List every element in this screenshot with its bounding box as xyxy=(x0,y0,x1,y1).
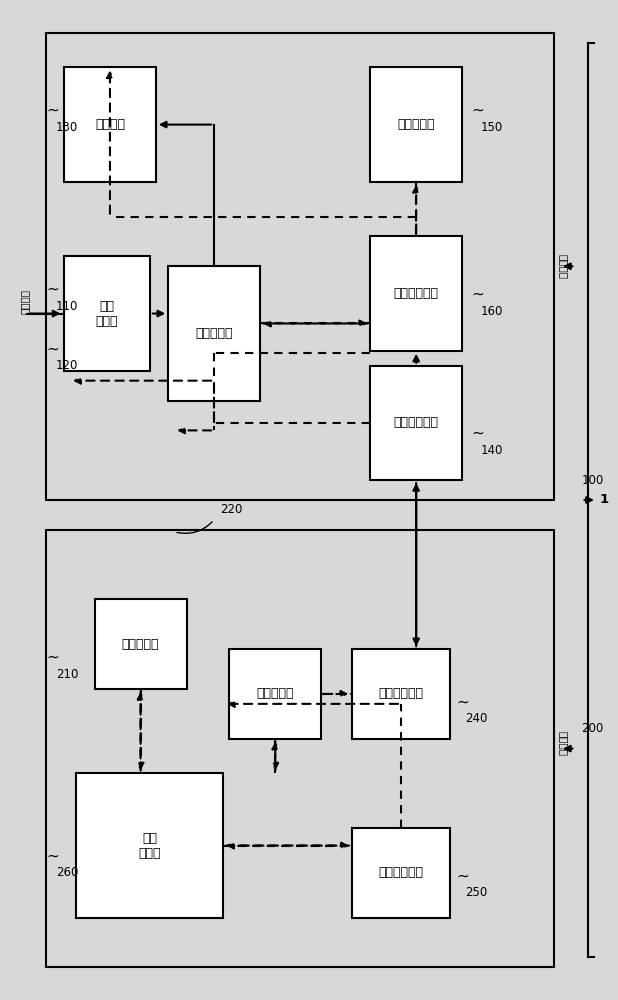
Text: 140: 140 xyxy=(480,444,503,457)
Text: 第一存储单元: 第一存储单元 xyxy=(394,287,439,300)
Text: 200: 200 xyxy=(582,722,604,735)
Text: ~: ~ xyxy=(456,694,468,709)
Text: 110: 110 xyxy=(56,300,78,313)
Text: 260: 260 xyxy=(56,866,78,879)
Bar xyxy=(229,649,321,739)
Text: ~: ~ xyxy=(47,650,59,665)
Bar xyxy=(46,530,554,967)
Text: ~: ~ xyxy=(456,868,468,883)
Text: 210: 210 xyxy=(56,668,78,681)
Text: 1: 1 xyxy=(600,493,609,506)
Text: 220: 220 xyxy=(220,503,243,516)
Text: ~: ~ xyxy=(472,103,484,118)
Bar xyxy=(370,67,462,182)
Text: 第二存储单元: 第二存储单元 xyxy=(378,866,423,879)
Text: 120: 120 xyxy=(56,359,78,372)
Text: 第一通信单元: 第一通信单元 xyxy=(394,416,439,429)
Text: 150: 150 xyxy=(480,121,502,134)
Text: 图像处理器: 图像处理器 xyxy=(195,327,233,340)
Text: 250: 250 xyxy=(465,886,488,899)
Bar xyxy=(352,649,450,739)
Text: ~: ~ xyxy=(47,103,59,118)
Text: 160: 160 xyxy=(480,305,503,318)
Bar xyxy=(76,773,223,918)
Text: 240: 240 xyxy=(465,712,488,725)
Text: 100: 100 xyxy=(582,474,604,487)
Bar xyxy=(168,266,260,401)
Text: 第一控制器: 第一控制器 xyxy=(397,118,435,131)
Text: 130: 130 xyxy=(56,121,78,134)
Text: 动作传感器: 动作传感器 xyxy=(256,687,294,700)
Bar xyxy=(64,256,150,371)
Bar xyxy=(64,67,156,182)
Bar xyxy=(370,236,462,351)
Bar xyxy=(370,366,462,480)
Text: ~: ~ xyxy=(472,426,484,441)
Bar xyxy=(352,828,450,918)
Text: 输入装置: 输入装置 xyxy=(558,731,568,756)
Text: 图像信号: 图像信号 xyxy=(19,289,29,314)
Bar xyxy=(95,599,187,689)
Text: 显示装置: 显示装置 xyxy=(558,254,568,279)
Text: 第二通信单元: 第二通信单元 xyxy=(378,687,423,700)
Text: 图像
接收器: 图像 接收器 xyxy=(96,300,118,328)
Text: ~: ~ xyxy=(472,287,484,302)
Text: 显示单元: 显示单元 xyxy=(95,118,125,131)
Text: ~: ~ xyxy=(47,341,59,356)
Text: ~: ~ xyxy=(47,282,59,297)
Text: 第二
控制器: 第二 控制器 xyxy=(138,832,161,860)
Text: 触摸传感器: 触摸传感器 xyxy=(122,638,159,651)
Text: ~: ~ xyxy=(47,849,59,864)
Bar xyxy=(46,33,554,500)
